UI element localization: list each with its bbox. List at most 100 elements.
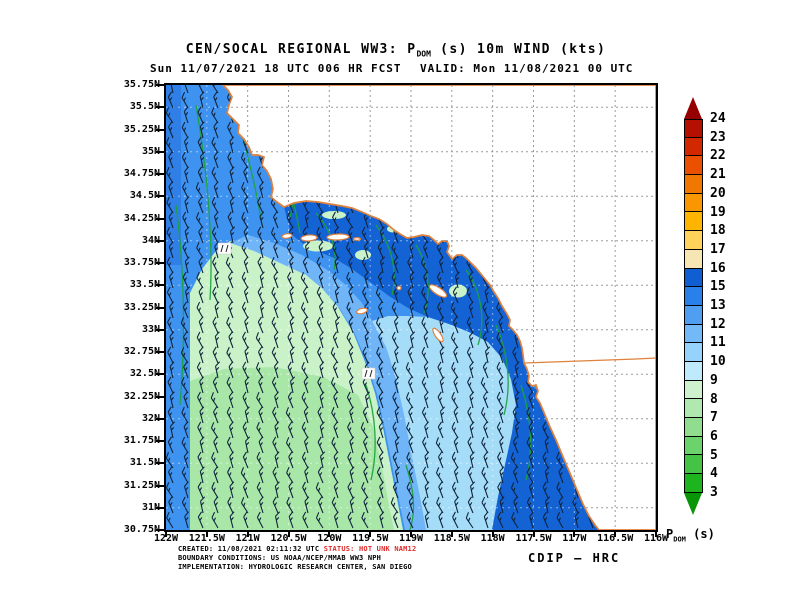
lon-label: 121W xyxy=(235,533,260,544)
colorbar-segment xyxy=(684,436,703,456)
map-area xyxy=(164,83,658,532)
colorbar-segment xyxy=(684,212,703,232)
lon-tick xyxy=(614,530,617,537)
lat-label: 32.5N xyxy=(129,368,160,380)
colorbar-segment xyxy=(684,418,703,437)
lat-tick xyxy=(156,328,164,331)
lon-tick xyxy=(532,530,535,537)
lat-tick xyxy=(156,529,164,531)
lat-tick xyxy=(156,484,164,487)
page-title: CEN/SOCAL REGIONAL WW3: PDOM (s) 10m WIN… xyxy=(186,42,606,59)
lon-tick xyxy=(410,530,412,537)
colorbar-segment xyxy=(684,455,703,475)
colorbar-title: PDOM (s) xyxy=(666,527,715,543)
status-text: STATUS: HOT UNK NAM12 xyxy=(323,545,417,553)
colorbar-segment xyxy=(684,137,703,157)
lat-tick xyxy=(156,373,164,376)
lon-label: 119W xyxy=(398,533,424,544)
lat-label: 33.5N xyxy=(129,279,160,291)
lon-tick xyxy=(287,530,290,537)
colorbar-tick-label: 13 xyxy=(710,298,726,313)
lat-tick xyxy=(156,284,164,287)
masked-cells xyxy=(217,242,376,380)
lat-tick xyxy=(156,239,164,242)
lon-tick xyxy=(655,530,657,537)
lat-tick xyxy=(156,351,164,353)
colorbar-segment xyxy=(684,231,703,250)
lat-tick xyxy=(156,440,164,442)
colorbar-title-text: P xyxy=(666,527,674,541)
colorbar: 24 23 22 21 20 19 18 17 16 15 13 12 11 10 9 8 7 6 5 4 3 xyxy=(684,97,726,515)
lon-tick xyxy=(205,530,208,537)
valid-timestamp: VALID: Mon 11/08/2021 00 UTC xyxy=(420,62,634,75)
lat-label: 34N xyxy=(141,234,160,246)
lat-label: 34.25N xyxy=(123,212,160,224)
lat-tick xyxy=(156,217,164,220)
colorbar-tick-label: 8 xyxy=(710,391,718,407)
colorbar-tick-label: 7 xyxy=(710,410,718,426)
lat-label: 35N xyxy=(141,145,160,157)
credit-text: CDIP — HRC xyxy=(528,551,621,565)
lon-tick xyxy=(491,530,494,537)
lon-label: 119.5W xyxy=(352,533,389,544)
colorbar-tick-label: 23 xyxy=(710,129,726,145)
lat-label: 31.25N xyxy=(123,479,160,491)
lon-label: 120.5W xyxy=(270,533,307,544)
lon-label: 122W xyxy=(153,533,179,544)
colorbar-tick-label: 21 xyxy=(710,167,726,183)
lon-tick xyxy=(450,530,453,537)
lat-tick xyxy=(156,306,164,309)
lat-label: 32.25N xyxy=(123,390,160,402)
colorbar-segment xyxy=(684,343,703,362)
lat-tick xyxy=(156,106,164,109)
colorbar-tick-label: 9 xyxy=(710,372,718,388)
colorbar-tick-label: 6 xyxy=(710,428,718,444)
title-subscript: DOM xyxy=(416,49,431,59)
colorbar-tick-label: 15 xyxy=(710,279,726,295)
footer-implementation-line: IMPLEMENTATION: HYDROLOGIC RESEARCH CENT… xyxy=(178,563,412,571)
colorbar-tick-label: 24 xyxy=(710,111,726,126)
lat-label: 33.25N xyxy=(123,301,160,313)
colorbar-segment xyxy=(684,249,703,269)
colorbar-tick-label: 18 xyxy=(710,223,726,239)
title-units: (s) 10m WIND (kts) xyxy=(430,42,607,57)
lon-tick xyxy=(573,530,576,537)
lat-tick xyxy=(156,84,164,86)
lat-tick xyxy=(156,195,164,198)
lon-tick xyxy=(165,530,167,537)
colorbar-segment xyxy=(684,175,703,194)
lon-label: 117W xyxy=(562,533,587,544)
lat-label: 32.75N xyxy=(123,346,160,357)
lat-label: 35.25N xyxy=(123,123,160,135)
colorbar-segment xyxy=(684,119,703,138)
lat-label: 30.75N xyxy=(123,524,160,535)
lat-tick xyxy=(156,262,164,264)
colorbar-tick-label: 12 xyxy=(710,316,726,332)
colorbar-tick-label: 16 xyxy=(710,260,726,276)
created-text: CREATED: 11/08/2021 02:11:32 UTC xyxy=(178,545,320,553)
lat-label: 31.75N xyxy=(123,435,160,446)
lon-label: 116W xyxy=(643,533,669,544)
colorbar-segment xyxy=(684,399,703,418)
lon-label: 117.5W xyxy=(515,533,552,544)
lat-label: 31N xyxy=(141,501,160,513)
lat-label: 33N xyxy=(141,323,160,335)
colorbar-segment xyxy=(684,193,703,213)
lat-label: 34.75N xyxy=(123,168,160,179)
colorbar-tick-label: 5 xyxy=(710,447,718,463)
colorbar-tick-label: 3 xyxy=(710,485,718,500)
colorbar-segment xyxy=(684,287,703,306)
colorbar-tick-label: 10 xyxy=(710,354,726,370)
colorbar-arrow-bottom xyxy=(684,492,702,515)
colorbar-segment xyxy=(684,361,703,381)
colorbar-segment xyxy=(684,380,703,400)
lat-tick xyxy=(156,128,164,131)
lon-tick xyxy=(369,530,372,537)
lon-tick xyxy=(246,530,249,537)
colorbar-title-units: (s) xyxy=(685,527,715,541)
lon-label: 121.5W xyxy=(188,533,225,544)
colorbar-tick-label: 4 xyxy=(710,466,718,482)
colorbar-arrow-top xyxy=(684,97,702,119)
colorbar-segment xyxy=(684,268,703,288)
